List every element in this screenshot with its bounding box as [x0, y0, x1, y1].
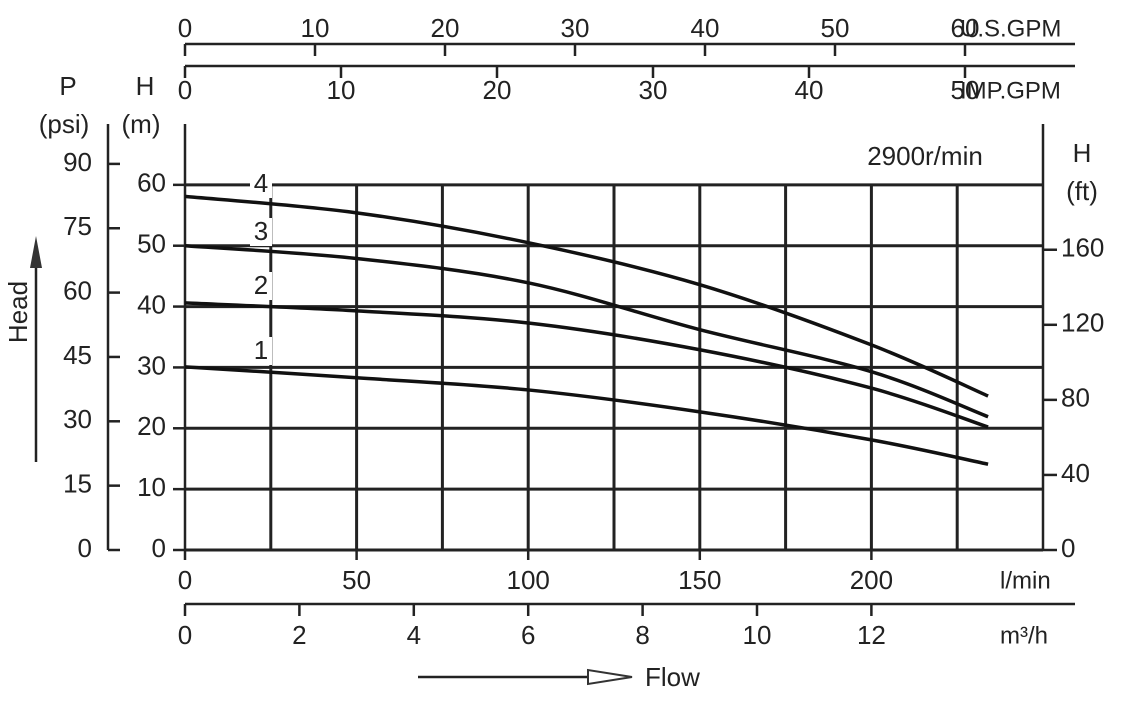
p-tick-label: 30: [63, 404, 92, 434]
y-label: H: [136, 71, 155, 101]
y-tick-label: 40: [137, 289, 166, 319]
top-axis-label: IMP.GPM: [960, 77, 1061, 104]
p-tick-label: 75: [63, 211, 92, 241]
top-tick-label: 20: [431, 13, 460, 43]
p-tick-label: 60: [63, 275, 92, 305]
curve-label: 1: [254, 335, 268, 365]
ft-label: H: [1073, 138, 1092, 168]
ft-tick-label: 40: [1061, 458, 1090, 488]
m3h-tick-label: 10: [743, 620, 772, 650]
x-label: l/min: [1000, 567, 1051, 594]
head-arrow-head: [30, 236, 42, 268]
p-tick-label: 90: [63, 147, 92, 177]
m3h-label: m³/h: [1000, 622, 1048, 649]
y-tick-label: 30: [137, 350, 166, 380]
curve-label-bg: [250, 337, 272, 365]
ft-tick-label: 80: [1061, 383, 1090, 413]
speed-label: 2900r/min: [867, 141, 983, 171]
p-tick-label: 15: [63, 469, 92, 499]
ft-unit: (ft): [1066, 176, 1098, 206]
top-tick-label: 50: [821, 13, 850, 43]
y-title: Head: [3, 281, 33, 343]
curve-label: 3: [254, 216, 268, 246]
x-tick-label: 0: [178, 565, 192, 595]
m3h-tick-label: 4: [407, 620, 421, 650]
curve-label-bg: [250, 170, 272, 198]
curve-label: 2: [254, 270, 268, 300]
top-tick-label: 20: [483, 75, 512, 105]
top-tick-label: 30: [561, 13, 590, 43]
m3h-tick-label: 2: [292, 620, 306, 650]
top-tick-label: 10: [327, 75, 356, 105]
y-unit: (m): [122, 109, 161, 139]
p-tick-label: 45: [63, 340, 92, 370]
y-tick-label: 20: [137, 411, 166, 441]
m3h-tick-label: 8: [635, 620, 649, 650]
curve-label-bg: [250, 218, 272, 246]
flow-arrow-head: [587, 668, 633, 686]
curve: [184, 194, 989, 398]
top-axis-label: U.S.GPM: [960, 15, 1061, 42]
speed-box: [820, 132, 1040, 182]
m3h-tick-label: 6: [521, 620, 535, 650]
top-tick-label: 10: [301, 13, 330, 43]
top-tick-label: 60: [951, 13, 980, 43]
x-tick-label: 150: [678, 565, 721, 595]
m3h-tick-label: 0: [178, 620, 192, 650]
x-tick-label: 100: [507, 565, 550, 595]
p-tick-label: 0: [78, 533, 92, 563]
curve: [184, 365, 989, 466]
y-tick-label: 60: [137, 168, 166, 198]
x-tick-label: 200: [850, 565, 893, 595]
y-tick-label: 0: [152, 533, 166, 563]
ft-tick-label: 120: [1061, 308, 1104, 338]
top-tick-label: 40: [795, 75, 824, 105]
ft-tick-label: 160: [1061, 233, 1104, 263]
curve: [184, 243, 989, 419]
top-tick-label: 30: [639, 75, 668, 105]
curve-label-bg: [250, 272, 272, 300]
m3h-tick-label: 12: [857, 620, 886, 650]
curve-label: 4: [254, 168, 268, 198]
ft-tick-label: 0: [1061, 533, 1075, 563]
p-label: P: [59, 71, 76, 101]
p-unit: (psi): [39, 109, 90, 139]
y-tick-label: 50: [137, 229, 166, 259]
top-tick-label: 0: [178, 75, 192, 105]
top-tick-label: 0: [178, 13, 192, 43]
y-tick-label: 10: [137, 472, 166, 502]
x-tick-label: 50: [342, 565, 371, 595]
x-title: Flow: [645, 662, 700, 692]
curve: [184, 301, 989, 429]
top-tick-label: 50: [951, 75, 980, 105]
top-tick-label: 40: [691, 13, 720, 43]
